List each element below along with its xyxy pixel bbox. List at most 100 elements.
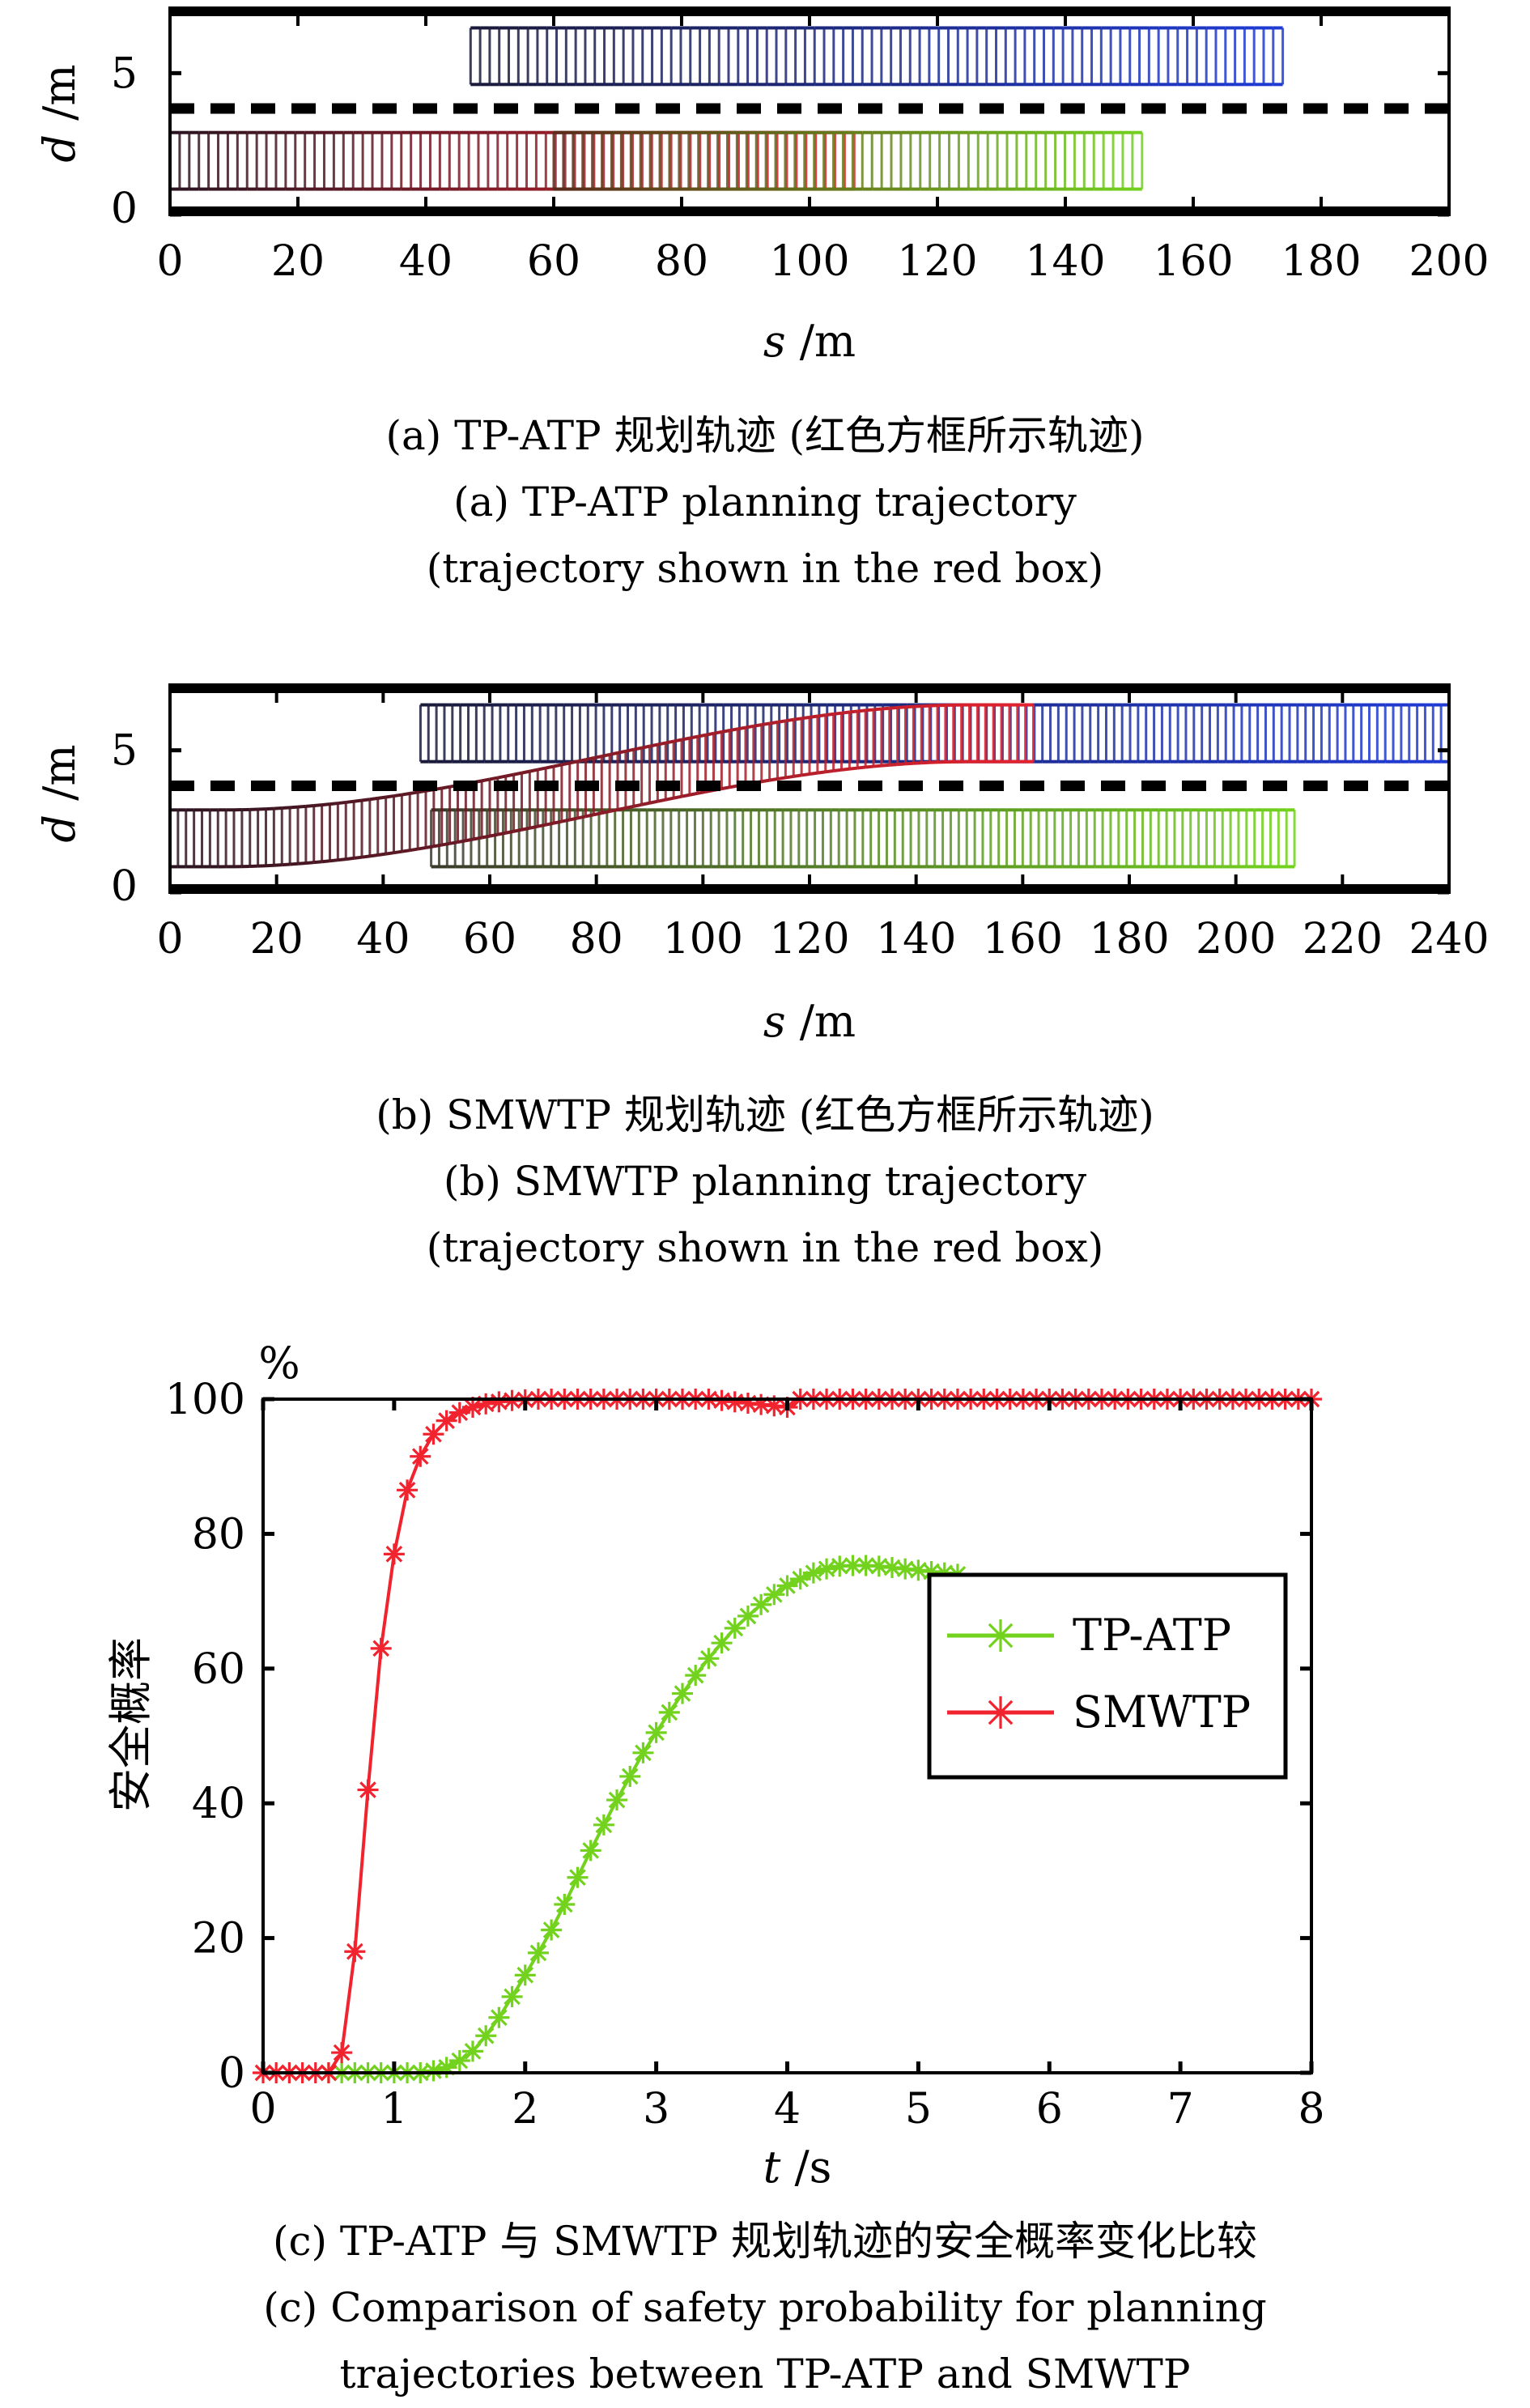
chart-a-plot-area	[168, 26, 1449, 191]
vehicle-box-bottom	[889, 763, 898, 767]
vehicle-box-top	[633, 746, 643, 751]
vehicle-box-bottom	[689, 791, 699, 797]
vehicle-box-top	[881, 706, 890, 711]
vehicle-box-bottom	[457, 839, 466, 845]
vehicle-box-bottom	[673, 794, 682, 800]
vehicle-box-top	[649, 742, 658, 748]
marker-stroke	[726, 1393, 744, 1410]
y-tick-label: 5	[111, 727, 138, 776]
data-point	[423, 1423, 444, 1445]
vehicle-box-bottom	[361, 854, 371, 859]
vehicle-box-bottom	[553, 819, 563, 825]
vehicle-box-top	[537, 766, 546, 772]
marker-stroke	[988, 1700, 1014, 1725]
series-ego-planned-trajectory	[168, 703, 1035, 869]
series-ego-planned-trajectory	[168, 130, 856, 191]
series-obstacle-lower-lane	[430, 808, 1296, 869]
vehicle-box-bottom	[793, 773, 802, 778]
vehicle-box-top	[609, 751, 618, 756]
vehicle-box-top	[769, 720, 778, 725]
x-tick-label: 220	[1303, 915, 1383, 964]
marker-stroke	[464, 1398, 482, 1416]
y-tick-label: 5	[111, 49, 138, 98]
vehicle-box-top	[553, 763, 563, 768]
vehicle-box-bottom	[577, 815, 586, 820]
marker-stroke	[896, 1560, 914, 1577]
y-tick-label: 80	[192, 1510, 245, 1559]
marker-stroke	[700, 1649, 717, 1667]
legend-label-smwtp: SMWTP	[1073, 1687, 1251, 1738]
vehicle-box-bottom	[681, 793, 691, 798]
x-tick-label: 160	[1153, 237, 1233, 286]
vehicle-box-top	[353, 798, 363, 803]
x-tick-label: 180	[1281, 237, 1361, 286]
vehicle-box-bottom	[913, 761, 922, 765]
data-point	[907, 1559, 929, 1581]
legend-marker-stroke-group	[984, 1619, 1017, 1652]
data-point	[383, 1543, 405, 1565]
vehicle-box-bottom	[721, 785, 730, 791]
data-point	[737, 1605, 759, 1627]
marker-stroke	[910, 1562, 927, 1579]
x-tick-label: 2	[512, 2085, 538, 2134]
vehicle-box-bottom	[409, 847, 419, 853]
vehicle-box-bottom	[841, 767, 850, 772]
vehicle-box-top	[761, 721, 770, 727]
chart-b-ticks: 0 20 40 60 80 100 120 140 160 180 200 220 240 0 5	[111, 683, 1490, 964]
x-tick-label: 80	[570, 915, 623, 964]
marker-stroke	[451, 2052, 469, 2070]
chart-a-xlabel: s /m	[763, 316, 856, 367]
vehicle-box-top	[577, 758, 586, 764]
vehicle-box-bottom	[297, 862, 307, 866]
data-point	[488, 1391, 510, 1413]
data-point	[658, 1701, 680, 1723]
vehicle-box-top	[329, 802, 338, 806]
marker-stroke	[713, 1634, 730, 1652]
marker-stroke	[844, 1557, 861, 1574]
chart-c-xlabel: t /s	[763, 2142, 832, 2193]
chart-a-ticks: 0 20 40 60 80 100 120 140 160 180 200 0 5	[111, 6, 1490, 286]
marker-stroke	[333, 2044, 351, 2061]
vehicle-box-top	[897, 705, 906, 709]
vehicle-box-top	[402, 792, 410, 797]
chart-b-ylabel-unit: /m	[34, 744, 85, 815]
marker-stroke	[582, 1842, 600, 1859]
vehicle-box-bottom	[881, 763, 890, 768]
marker-stroke	[555, 1895, 573, 1913]
marker-stroke	[726, 1619, 744, 1637]
chart-c-yunit: %	[258, 1338, 300, 1389]
marker-stroke	[765, 1585, 783, 1603]
chart-a-caption-en-2: (trajectory shown in the red box)	[426, 545, 1104, 592]
data-point	[619, 1765, 641, 1787]
marker-stroke	[464, 2043, 482, 2060]
data-point	[436, 1410, 457, 1432]
vehicle-box-bottom	[321, 859, 330, 864]
chart-c-xlabel-var: t	[763, 2142, 781, 2193]
vehicle-box-bottom	[665, 796, 674, 802]
vehicle-box-top	[369, 796, 379, 802]
marker-stroke	[988, 1623, 1014, 1649]
y-tick-label: 0	[111, 862, 138, 911]
vehicle-box-top	[409, 790, 419, 796]
vehicle-box-top	[849, 709, 858, 714]
chart-c-caption-en-2: trajectories between TP-ATP and SMWTP	[339, 2351, 1191, 2397]
marker-stroke	[504, 1988, 521, 2006]
marker-stroke	[477, 2027, 495, 2044]
vehicle-box-top	[905, 704, 914, 709]
x-tick-label: 40	[356, 915, 410, 964]
vehicle-box-top	[873, 707, 882, 712]
vehicle-box-bottom	[801, 772, 810, 777]
vehicle-box-top	[785, 717, 794, 723]
y-tick-label: 20	[192, 1915, 245, 1963]
data-point	[593, 1814, 614, 1836]
vehicle-box-top	[385, 794, 394, 799]
data-point	[488, 2006, 510, 2028]
vehicle-box-bottom	[657, 798, 666, 803]
vehicle-box-top	[417, 789, 427, 794]
x-tick-label: 80	[655, 237, 708, 286]
vehicle-box-top	[497, 774, 507, 780]
vehicle-box-bottom	[465, 837, 474, 843]
vehicle-box-bottom	[505, 829, 515, 835]
